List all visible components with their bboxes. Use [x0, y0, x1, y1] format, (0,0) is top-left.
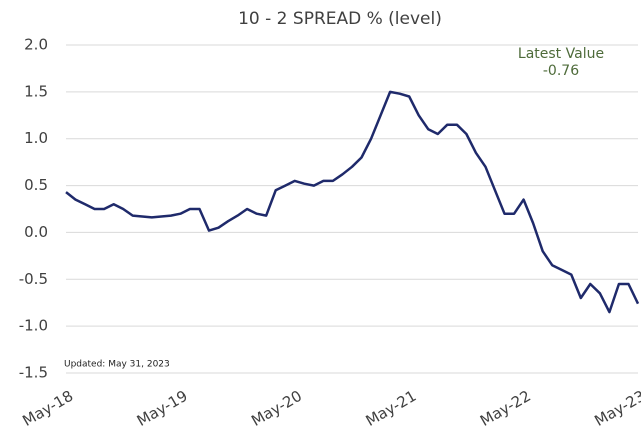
chart-title: 10 - 2 SPREAD % (level): [238, 9, 442, 29]
y-tick-label: 0.5: [24, 176, 48, 194]
x-tick-label: May-20: [248, 387, 305, 430]
x-tick-label: May-22: [477, 387, 534, 430]
line: [65, 90, 640, 314]
x-tick-label: May-18: [19, 387, 76, 430]
y-tick-label: 1.0: [24, 129, 48, 147]
y-tick-label: 1.5: [24, 82, 48, 100]
x-tick-label: May-23: [591, 387, 641, 430]
x-tick-label: May-21: [363, 387, 420, 430]
y-tick-label: 0.0: [24, 223, 48, 241]
y-tick-label: -0.5: [19, 270, 48, 288]
note: Updated: May 31, 2023: [64, 360, 170, 370]
annotation: -0.76: [543, 63, 579, 79]
annotation: Latest Value: [518, 46, 604, 62]
y-tick-label: -1.5: [19, 364, 48, 382]
x-tick-label: May-19: [134, 387, 191, 430]
y-tick-label: -1.0: [19, 317, 48, 335]
y-tick-label: 2.0: [24, 36, 48, 54]
